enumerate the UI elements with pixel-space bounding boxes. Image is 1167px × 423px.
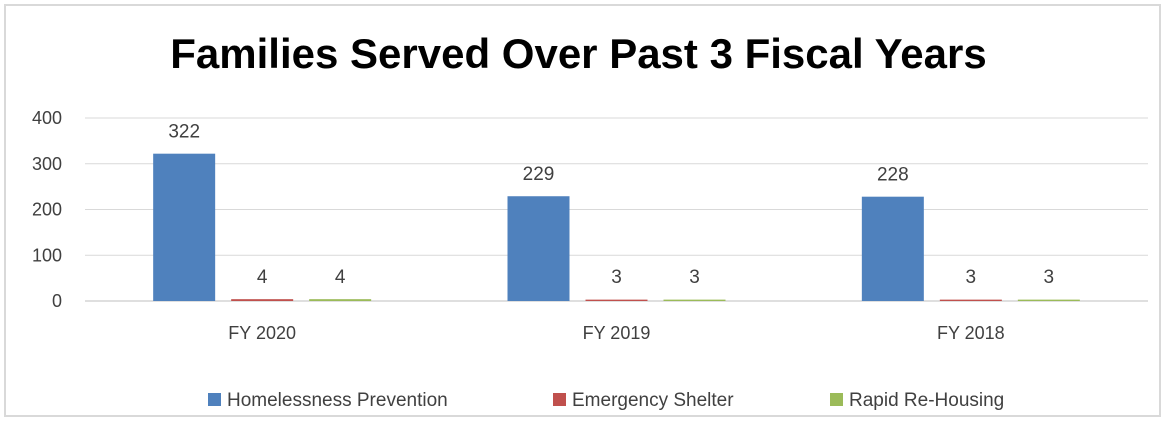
data-label: 4 [335, 267, 346, 288]
x-axis-ticks: FY 2020 FY 2019 FY 2018 [228, 323, 1004, 343]
data-label: 3 [966, 267, 977, 288]
bar [507, 196, 570, 301]
legend-swatch [208, 393, 221, 406]
bar [939, 299, 1002, 301]
bar [309, 299, 372, 301]
data-label: 229 [523, 164, 555, 185]
x-tick-label: FY 2018 [937, 323, 1005, 343]
legend-label: Homelessness Prevention [227, 390, 448, 411]
bars: 322 4 4 229 3 3 228 3 3 [153, 122, 1080, 301]
gridlines [85, 117, 1148, 302]
data-label: 322 [168, 122, 200, 143]
bar [231, 299, 294, 301]
bar [585, 299, 648, 301]
y-tick-label: 200 [32, 200, 62, 220]
legend-label: Emergency Shelter [572, 390, 734, 411]
y-axis-ticks: 0 100 200 300 400 [32, 108, 62, 311]
x-tick-label: FY 2019 [583, 323, 651, 343]
legend: Homelessness Prevention Emergency Shelter… [208, 390, 1004, 411]
bar [663, 299, 726, 301]
chart-title: Families Served Over Past 3 Fiscal Years [170, 30, 987, 77]
bar [1017, 299, 1080, 301]
data-label: 4 [257, 267, 268, 288]
data-label: 3 [1044, 267, 1055, 288]
data-label: 228 [877, 165, 909, 186]
y-tick-label: 400 [32, 108, 62, 128]
y-tick-label: 300 [32, 154, 62, 174]
bar [861, 196, 924, 301]
legend-label: Rapid Re-Housing [849, 390, 1004, 411]
x-tick-label: FY 2020 [228, 323, 296, 343]
y-tick-label: 100 [32, 245, 62, 265]
legend-swatch [553, 393, 566, 406]
y-tick-label: 0 [52, 291, 62, 311]
data-label: 3 [689, 267, 700, 288]
data-label: 3 [611, 267, 622, 288]
legend-swatch [830, 393, 843, 406]
bar [153, 153, 216, 301]
